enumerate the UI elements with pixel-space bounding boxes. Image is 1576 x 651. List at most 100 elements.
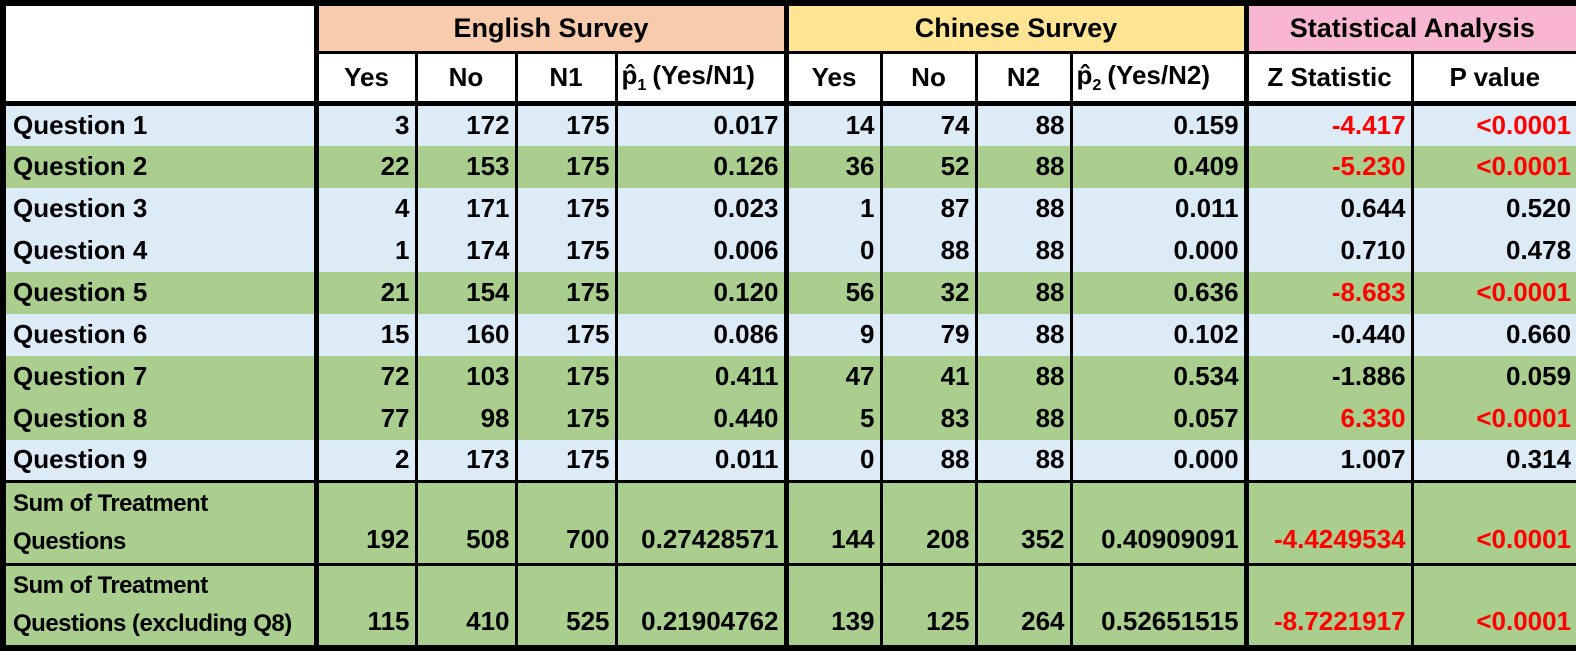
col-header-no-chinese: No [879, 52, 977, 106]
value-cell: 77 [313, 397, 416, 440]
value-cell: 139 [783, 563, 882, 648]
value-cell: 153 [414, 145, 516, 188]
p-value-cell: <0.0001 [1410, 397, 1576, 440]
value-cell: 175 [514, 229, 616, 272]
value-cell: 56 [783, 271, 882, 314]
z-statistic-cell: 0.644 [1243, 187, 1413, 230]
value-cell: 74 [879, 103, 977, 146]
value-cell: 192 [313, 480, 416, 565]
value-cell: 0.086 [614, 313, 787, 356]
value-cell: 88 [974, 271, 1072, 314]
row-label-line: Sum of Treatment [13, 490, 208, 517]
value-cell: 264 [974, 563, 1072, 648]
value-cell: 15 [313, 313, 416, 356]
value-cell: 88 [974, 229, 1072, 272]
col-header-z-statistic: Z Statistic [1243, 52, 1413, 106]
value-cell: 5 [783, 397, 882, 440]
z-statistic-cell: -4.4249534 [1243, 480, 1413, 565]
value-cell: 115 [313, 563, 416, 648]
value-cell: 88 [879, 439, 977, 482]
z-statistic-cell: -8.683 [1243, 271, 1413, 314]
value-cell: 88 [974, 187, 1072, 230]
table-row: Question 6 15 160 175 0.086 9 79 88 0.102 -0.440 0… [3, 313, 1576, 356]
value-cell: 352 [974, 480, 1072, 565]
value-cell: 208 [879, 480, 977, 565]
value-cell: 174 [414, 229, 516, 272]
row-label: Question 7 [3, 356, 316, 398]
row-label-line: Question 8 [13, 403, 148, 433]
table-row: Question 3 4 171 175 0.023 1 87 88 0.011 0.644 0.5… [3, 187, 1576, 230]
p-hat-formula: (Yes/N2) [1107, 59, 1210, 90]
row-label: Question 6 [3, 314, 316, 356]
table-row: Question 9 2 173 175 0.011 0 88 88 0.000 1.007 0.3… [3, 439, 1576, 482]
value-cell: 79 [879, 313, 977, 356]
value-cell: 88 [974, 103, 1072, 146]
p-value-cell: 0.660 [1410, 313, 1576, 356]
p-value-cell: 0.314 [1410, 439, 1576, 482]
value-cell: 88 [879, 229, 977, 272]
value-cell: 83 [879, 397, 977, 440]
value-cell: 160 [414, 313, 516, 356]
section-header-row: English Survey Chinese Survey Statistica… [3, 3, 1576, 106]
value-cell: 171 [414, 187, 516, 230]
value-cell: 175 [514, 271, 616, 314]
value-cell: 525 [514, 563, 616, 648]
value-cell: 0.126 [614, 145, 787, 188]
table-row: Sum of Treatment Questions (excluding Q8)… [3, 563, 1576, 648]
value-cell: 0.057 [1069, 397, 1247, 440]
value-cell: 0.411 [614, 355, 787, 398]
row-label-line: Question 7 [13, 361, 148, 391]
z-statistic-cell: -1.886 [1243, 355, 1413, 398]
row-label: Question 8 [3, 398, 316, 440]
value-cell: 0.534 [1069, 355, 1247, 398]
value-cell: 175 [514, 313, 616, 356]
value-cell: 175 [514, 397, 616, 440]
z-statistic-cell: -4.417 [1243, 103, 1413, 146]
value-cell: 410 [414, 563, 516, 648]
z-statistic-cell: 0.710 [1243, 229, 1413, 272]
z-statistic-cell: -0.440 [1243, 313, 1413, 356]
row-label-line: Sum of Treatment [13, 572, 208, 600]
value-cell: 172 [414, 103, 516, 146]
value-cell: 173 [414, 439, 516, 482]
z-statistic-cell: 6.330 [1243, 397, 1413, 440]
value-cell: 14 [783, 103, 882, 146]
table-row: Question 2 22 153 175 0.126 36 52 88 0.409 -5.230… [3, 145, 1576, 188]
value-cell: 175 [514, 187, 616, 230]
col-header-p2-hat: p̂2 (Yes/N2) [1069, 52, 1247, 106]
col-header-yes-chinese: Yes [783, 52, 882, 106]
value-cell: 144 [783, 480, 882, 565]
value-cell: 700 [514, 480, 616, 565]
value-cell: 508 [414, 480, 516, 565]
col-header-p-value: P value [1410, 52, 1576, 106]
value-cell: 0.011 [614, 439, 787, 482]
p-value-cell: 0.478 [1410, 229, 1576, 272]
value-cell: 0.52651515 [1069, 563, 1247, 648]
p-value-cell: <0.0001 [1410, 563, 1576, 648]
value-cell: 87 [879, 187, 977, 230]
p-value-cell: <0.0001 [1410, 480, 1576, 565]
value-cell: 0.636 [1069, 271, 1247, 314]
value-cell: 88 [974, 313, 1072, 356]
value-cell: 52 [879, 145, 977, 188]
value-cell: 0.102 [1069, 313, 1247, 356]
value-cell: 0.120 [614, 271, 787, 314]
row-label-line: Question 6 [13, 319, 148, 349]
table-row: Question 1 3 172 175 0.017 14 74 88 0.159 -4.417 <… [3, 103, 1576, 146]
section-header: Chinese Survey [783, 3, 1247, 54]
p-value-cell: 0.059 [1410, 355, 1576, 398]
p-hat-formula: (Yes/N1) [652, 59, 755, 90]
value-cell: 88 [974, 439, 1072, 482]
row-label: Question 9 [3, 440, 316, 482]
value-cell: 125 [879, 563, 977, 648]
value-cell: 36 [783, 145, 882, 188]
z-statistic-cell: -5.230 [1243, 145, 1413, 188]
value-cell: 0.011 [1069, 187, 1247, 230]
value-cell: 175 [514, 439, 616, 482]
value-cell: 98 [414, 397, 516, 440]
row-label: Question 3 [3, 188, 316, 230]
table-body: Question 1 3 172 175 0.017 14 74 88 0.159 -4.417 <… [3, 103, 1576, 648]
value-cell: 0.440 [614, 397, 787, 440]
table-row: Question 7 72 103 175 0.411 47 41 88 0.534 -1.886… [3, 355, 1576, 398]
